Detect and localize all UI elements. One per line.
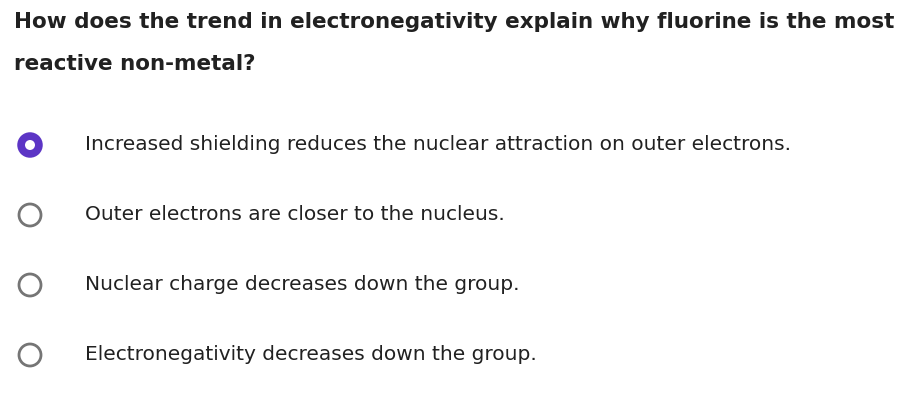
Text: Electronegativity decreases down the group.: Electronegativity decreases down the gro… — [85, 345, 537, 364]
Circle shape — [19, 204, 41, 226]
Circle shape — [19, 344, 41, 366]
Text: reactive non-metal?: reactive non-metal? — [14, 54, 255, 74]
Text: Nuclear charge decreases down the group.: Nuclear charge decreases down the group. — [85, 275, 519, 294]
Text: Outer electrons are closer to the nucleus.: Outer electrons are closer to the nucleu… — [85, 205, 505, 224]
Circle shape — [19, 274, 41, 296]
Text: Increased shielding reduces the nuclear attraction on outer electrons.: Increased shielding reduces the nuclear … — [85, 136, 791, 154]
Circle shape — [19, 134, 41, 156]
Text: How does the trend in electronegativity explain why fluorine is the most: How does the trend in electronegativity … — [14, 12, 894, 32]
Circle shape — [25, 140, 35, 150]
